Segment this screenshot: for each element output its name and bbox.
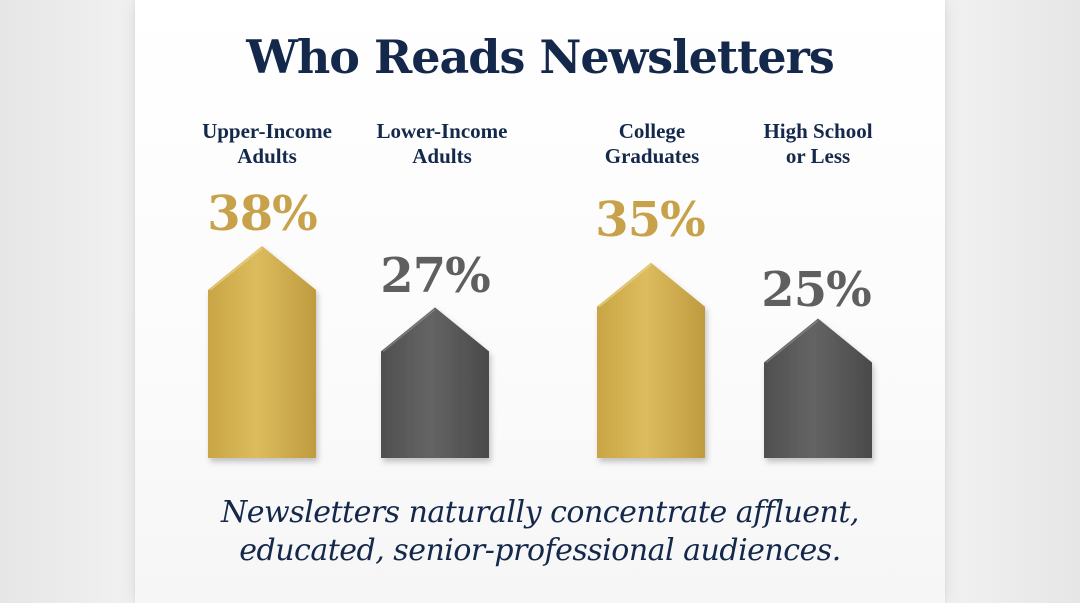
caption-line: Newsletters naturally concentrate afflue…	[221, 495, 859, 530]
value-label-lower-income: 27%	[380, 248, 490, 304]
category-label-line: or Less	[785, 144, 851, 168]
category-label-high-school: High School or Less	[728, 119, 908, 169]
caption-line: educated, senior-professional audiences.	[239, 533, 841, 568]
bar-highlight-lower-income	[382, 308, 436, 352]
bar-highlight-high-school	[765, 319, 819, 364]
bar-high-school	[764, 318, 872, 458]
category-label-line: Upper-Income	[202, 119, 332, 143]
bar-highlight-upper-income	[209, 247, 263, 291]
chart-caption: Newsletters naturally concentrate afflue…	[0, 494, 1080, 570]
value-label-high-school: 25%	[761, 262, 871, 318]
category-label-line: Graduates	[604, 144, 700, 168]
category-label-line: High School	[763, 119, 873, 143]
category-label-line: Adults	[237, 144, 297, 168]
category-label-college-graduates: College Graduates	[562, 119, 742, 169]
category-label-upper-income: Upper-Income Adults	[177, 119, 357, 169]
category-label-line: Lower-Income	[376, 119, 508, 143]
category-label-line: College	[618, 119, 686, 143]
value-label-college-graduates: 35%	[595, 192, 705, 248]
chart-title: Who Reads Newsletters	[246, 30, 835, 84]
value-label-upper-income: 38%	[207, 186, 317, 242]
category-label-line: Adults	[412, 144, 472, 168]
category-label-lower-income: Lower-Income Adults	[352, 119, 532, 169]
bar-lower-income	[381, 307, 489, 458]
bar-highlight-college-graduates	[598, 264, 652, 308]
bar-upper-income	[208, 246, 316, 458]
bar-college-graduates	[597, 262, 705, 458]
